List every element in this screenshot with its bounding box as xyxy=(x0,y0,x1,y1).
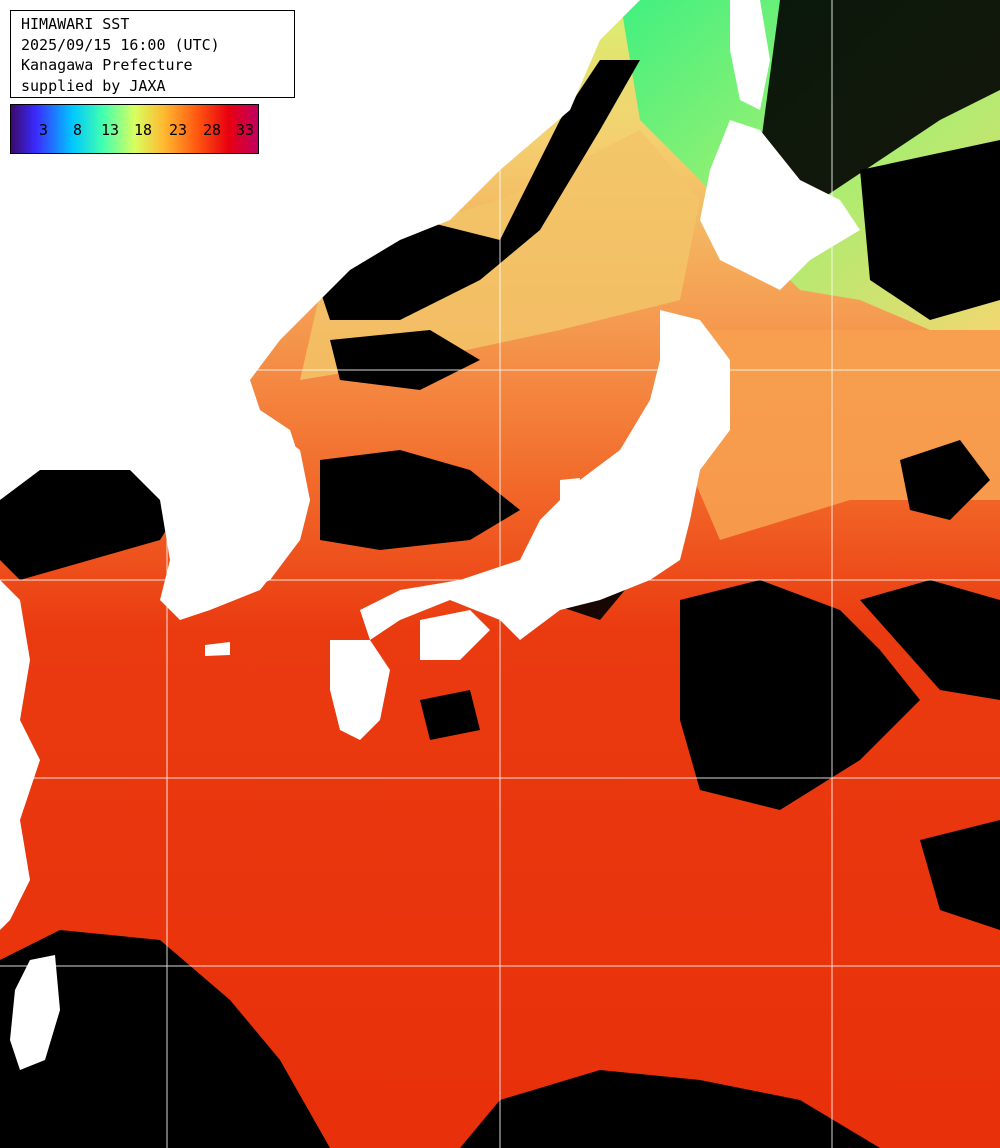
sakhalin-coast xyxy=(730,0,770,110)
latitude-label-40n: 40N xyxy=(14,354,38,369)
colorbar-tick-18: 18 xyxy=(134,121,153,139)
timestamp: 2025/09/15 16:00 (UTC) xyxy=(21,35,220,54)
honshu xyxy=(360,310,730,640)
colorbar-tick-13: 13 xyxy=(101,121,120,139)
kyushu xyxy=(330,640,390,740)
korea-peninsula xyxy=(200,420,310,600)
shikoku xyxy=(420,610,490,660)
colorbar-tick-23: 23 xyxy=(169,121,188,139)
hokkaido xyxy=(700,120,860,290)
taiwan xyxy=(10,955,60,1070)
colorbar-tick-28: 28 xyxy=(203,121,222,139)
colorbar-tick-8: 8 xyxy=(73,121,83,139)
colorbar-tick-3: 3 xyxy=(39,121,49,139)
asia-mainland xyxy=(0,0,640,620)
info-box: HIMAWARI SST 2025/09/15 16:00 (UTC) Kana… xyxy=(10,10,295,98)
product-title: HIMAWARI SST xyxy=(21,15,130,33)
china-coast xyxy=(0,580,40,930)
sado-island xyxy=(560,478,580,502)
temperature-colorbar: 3 8 13 18 23 28 33 xyxy=(10,104,259,154)
region-label: Kanagawa Prefecture xyxy=(21,56,193,74)
jeju-island xyxy=(205,642,230,656)
credit-label: supplied by JAXA xyxy=(21,76,166,95)
colorbar-tick-33: 33 xyxy=(236,121,255,139)
land-areas xyxy=(0,0,860,1070)
